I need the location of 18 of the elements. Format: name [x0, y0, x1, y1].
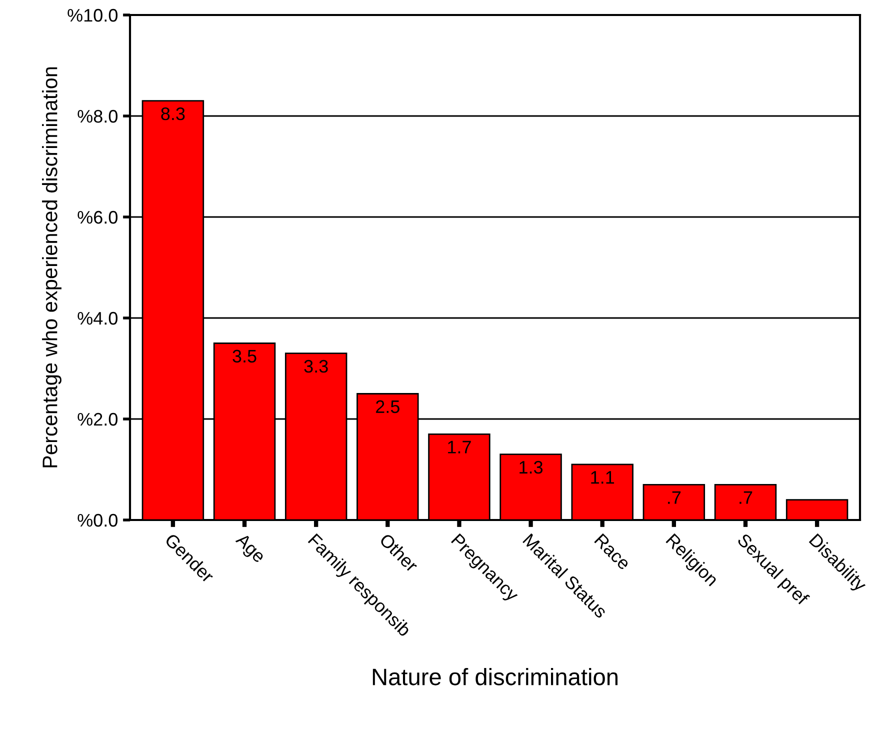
data-label: .7 [668, 491, 681, 504]
data-label: .7 [740, 491, 752, 504]
data-label: 8.3 [161, 107, 185, 120]
y-tick-label: %6.0 [78, 210, 118, 224]
data-label: 1.1 [591, 471, 614, 484]
data-label: 1.7 [448, 440, 471, 454]
y-tick-label: %2.0 [78, 412, 118, 426]
y-tick-label: %4.0 [78, 312, 118, 325]
data-label: 1.3 [520, 460, 543, 474]
data-label: 2.5 [376, 400, 400, 414]
x-axis-title: Nature of discrimination [372, 668, 618, 686]
data-label: 3.3 [304, 360, 328, 373]
data-label: 3.5 [232, 350, 256, 363]
x-tick-label: Age [232, 532, 266, 566]
y-tick-label: %0.0 [78, 514, 118, 527]
y-tick-label: %10.0 [68, 8, 118, 22]
y-tick-label: %8.0 [78, 110, 118, 123]
y-axis-title: Percentage who experienced discrimination [42, 67, 62, 468]
